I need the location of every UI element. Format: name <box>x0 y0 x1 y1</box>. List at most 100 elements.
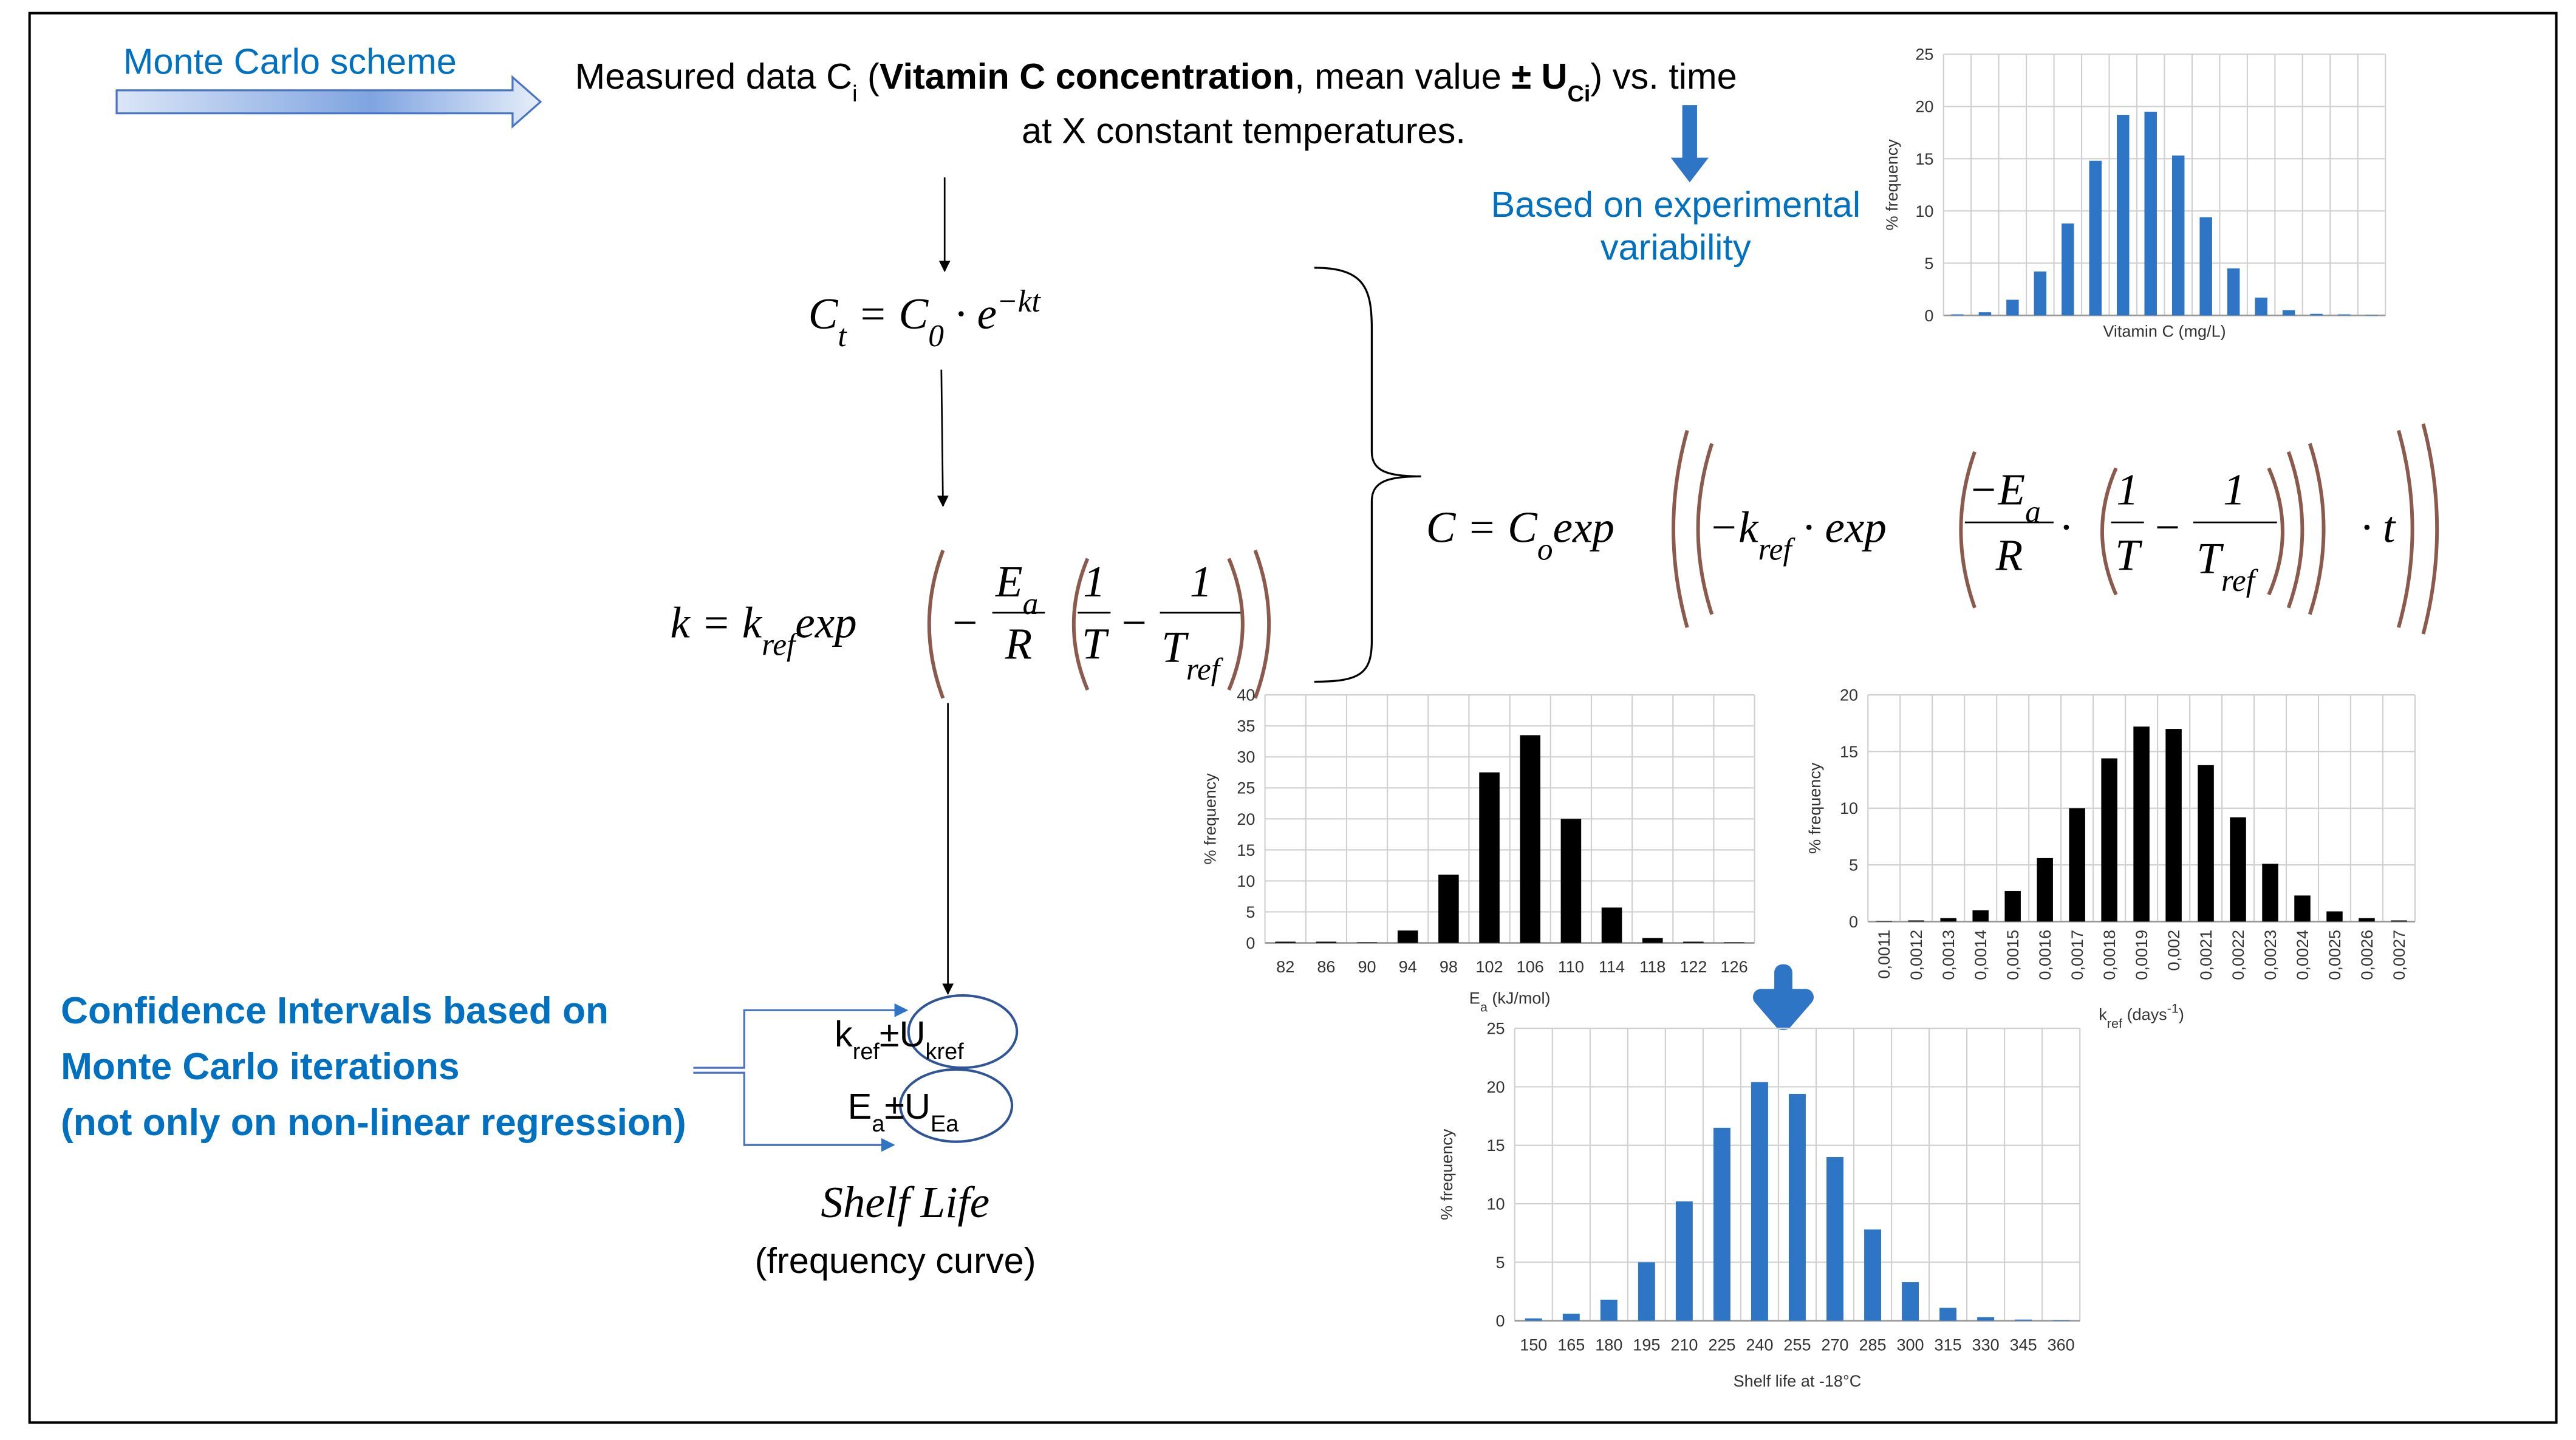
x-tick-label: 0,0021 <box>2197 930 2215 980</box>
x-tick-label: 0,0026 <box>2358 930 2376 980</box>
x-tick-label: 165 <box>1557 1336 1585 1354</box>
x-tick-label: 0,0014 <box>1972 930 1990 980</box>
bar <box>2227 268 2240 316</box>
rate-equation: 1 <box>1190 557 1212 606</box>
y-tick-label: 25 <box>1915 46 1933 64</box>
result-arrow <box>1752 964 1814 1030</box>
x-tick-label: 360 <box>2048 1336 2075 1354</box>
measured-line2: at X constant temperatures. <box>1022 110 1466 151</box>
bar <box>1978 312 1992 316</box>
bar <box>2337 314 2351 316</box>
ci-link <box>693 1003 909 1069</box>
y-axis-label: % frequency <box>1806 762 1824 854</box>
bar <box>1638 1262 1655 1321</box>
y-tick-label: 5 <box>1849 856 1858 875</box>
x-tick-label: 150 <box>1520 1336 1547 1354</box>
x-tick-label: 118 <box>1639 958 1666 976</box>
x-axis-label-part: Vitamin C (mg/L) <box>2103 322 2226 340</box>
x-tick-label: 0,0015 <box>2004 930 2022 980</box>
y-tick-label: 15 <box>1915 150 1933 168</box>
kref-ellipse <box>907 994 1019 1070</box>
measured-line1: Measured data Ci (Vitamin C concentratio… <box>575 56 1737 107</box>
rate-equation: Ea <box>995 557 1038 621</box>
bar <box>1713 1127 1730 1321</box>
shelf-life: (frequency curve) <box>755 1240 1036 1281</box>
parenthesis <box>1696 443 1714 615</box>
bar <box>2255 298 2267 316</box>
x-tick-label: 110 <box>1558 958 1584 976</box>
y-tick-label: 5 <box>1924 254 1933 273</box>
x-tick-label: 126 <box>1721 958 1748 976</box>
bar <box>2117 115 2130 316</box>
bar <box>2034 271 2047 316</box>
parenthesis <box>2100 467 2118 596</box>
bar <box>1275 941 1296 943</box>
y-tick-label: 0 <box>1849 913 1858 931</box>
bar <box>1675 1201 1693 1321</box>
bar <box>1562 1314 1580 1321</box>
kref-uncertainty: kref±Ukref <box>835 1014 964 1065</box>
bar <box>2069 808 2085 922</box>
bar <box>1977 1317 1995 1321</box>
bar <box>2262 864 2278 922</box>
ci-link <box>693 1071 895 1152</box>
x-tick-label: 0,0025 <box>2326 930 2344 980</box>
bar <box>2015 1319 2032 1321</box>
ea-uncertainty: Ea±UEa <box>848 1086 960 1137</box>
bar <box>2089 160 2102 316</box>
x-tick-label: 114 <box>1599 958 1625 976</box>
bar <box>2004 890 2021 922</box>
x-axis-label-part: -1 <box>2167 1000 2179 1015</box>
x-tick-label: 330 <box>1972 1336 2000 1354</box>
x-axis-label-part: a <box>1480 999 1488 1014</box>
bar <box>2326 911 2343 922</box>
y-tick-label: 40 <box>1237 686 1255 705</box>
y-tick-label: 0 <box>1246 934 1255 952</box>
combined-equation: R <box>1995 531 2023 580</box>
variability: variability <box>1601 227 1751 267</box>
y-tick-label: 10 <box>1237 872 1255 890</box>
x-tick-label: 86 <box>1317 958 1335 976</box>
combined-equation: 1 <box>2223 465 2246 514</box>
y-tick-label: 35 <box>1237 717 1255 735</box>
y-tick-label: 10 <box>1840 799 1858 817</box>
x-tick-label: 0,0023 <box>2261 930 2280 980</box>
bar <box>2006 299 2019 316</box>
bar <box>2230 817 2246 922</box>
rate-equation: Tref <box>1161 623 1223 687</box>
shelf-life: Shelf Life <box>821 1178 989 1227</box>
y-axis-label: % frequency <box>1201 773 1219 865</box>
variability-arrow <box>1670 105 1709 183</box>
bar <box>2359 918 2375 922</box>
bar <box>2165 729 2182 922</box>
bar <box>1397 930 1418 943</box>
y-tick-label: 20 <box>1237 810 1255 828</box>
x-tick-label: 195 <box>1633 1336 1660 1354</box>
combined-equation: −kref · exp <box>1709 503 1887 567</box>
x-tick-label: 90 <box>1358 958 1376 976</box>
bar <box>1525 1318 1542 1321</box>
bar <box>2198 765 2214 922</box>
bar <box>2052 1320 2070 1321</box>
bar <box>1972 910 1989 922</box>
combined-equation: Tref <box>2196 534 2258 598</box>
rate-equation: T <box>1082 619 1109 669</box>
parenthesis <box>1959 451 1976 609</box>
decay-equation: Ct = C0 · e−kt <box>808 284 1042 353</box>
x-axis-label-part: ) <box>2179 1006 2184 1024</box>
x-tick-label: 106 <box>1517 958 1544 976</box>
x-tick-label: 0,0012 <box>1907 930 1925 980</box>
brace <box>1314 267 1421 683</box>
rate-equation: − <box>1119 598 1149 647</box>
bar <box>1601 907 1622 943</box>
x-axis-label-part: (days <box>2122 1006 2167 1024</box>
bar <box>2310 313 2323 316</box>
bar <box>2282 310 2295 316</box>
y-axis-label: % frequency <box>1883 139 1901 231</box>
bar <box>2199 217 2212 316</box>
parenthesis <box>2421 423 2439 635</box>
bar <box>1751 1082 1768 1321</box>
flow-arrow <box>937 369 949 507</box>
variability: Based on experimental <box>1491 184 1861 225</box>
x-tick-label: 0,0011 <box>1875 930 1893 979</box>
